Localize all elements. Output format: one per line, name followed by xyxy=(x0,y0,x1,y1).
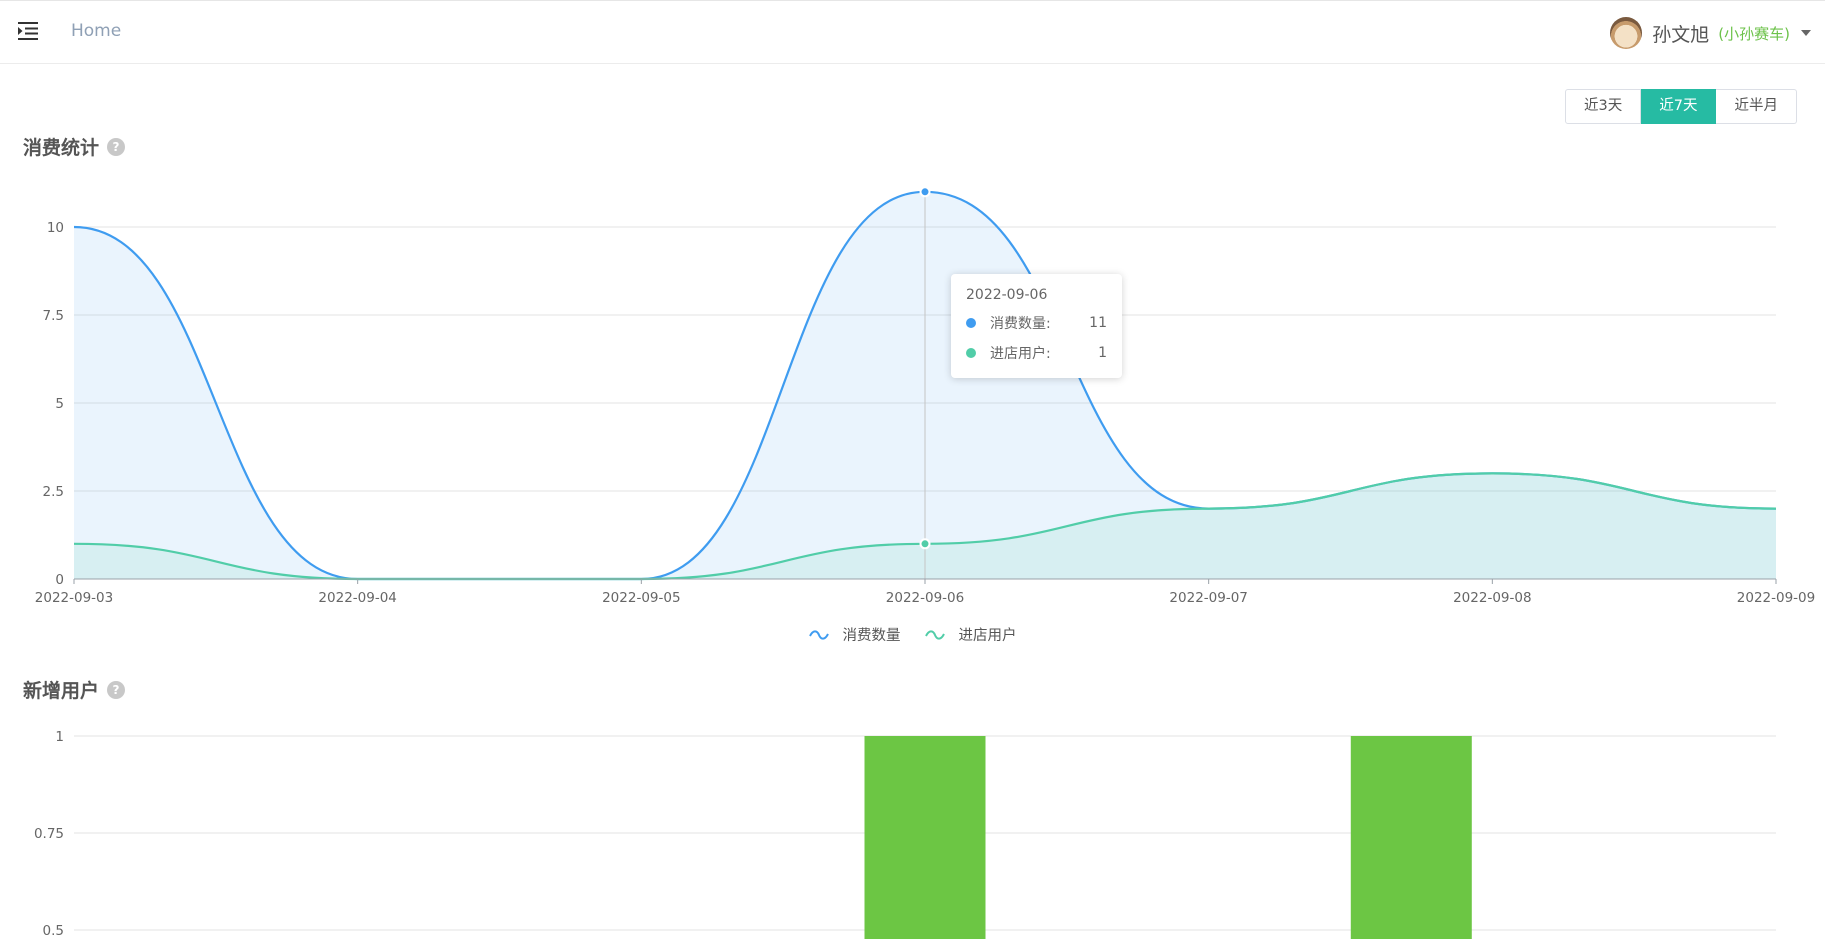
series-dot-icon xyxy=(966,348,976,358)
y-tick-label: 2.5 xyxy=(43,484,64,500)
bar[interactable] xyxy=(864,736,986,939)
consumption-title-text: 消费统计 xyxy=(23,137,100,159)
range-7-days-button[interactable]: 近7天 xyxy=(1641,89,1717,124)
range-3-days-button[interactable]: 近3天 xyxy=(1565,89,1642,124)
y-tick-label: 1 xyxy=(55,729,64,745)
chevron-down-icon[interactable] xyxy=(1801,30,1811,36)
x-tick-label: 2022-09-04 xyxy=(318,590,396,606)
tooltip-label: 消费数量: xyxy=(990,316,1051,332)
chart-legend: 消费数量 进店用户 xyxy=(0,624,1825,645)
x-tick-label: 2022-09-05 xyxy=(602,590,680,606)
legend-wave-icon xyxy=(924,629,945,640)
tooltip-value: 11 xyxy=(1089,315,1107,331)
user-menu[interactable]: 孙文旭 (小孙赛车) xyxy=(1610,15,1811,51)
avatar[interactable] xyxy=(1610,17,1643,49)
x-tick-label: 2022-09-09 xyxy=(1737,590,1815,606)
data-point[interactable] xyxy=(919,186,931,198)
date-range-selector: 近3天 近7天 近半月 xyxy=(1565,89,1797,124)
consumption-section-title: 消费统计 ? xyxy=(23,133,126,160)
range-half-month-button[interactable]: 近半月 xyxy=(1716,89,1797,124)
series-dot-icon xyxy=(966,318,976,328)
help-icon[interactable]: ? xyxy=(107,680,126,699)
consumption-line-chart: 0 2.5 5 7.5 10 2022-09-03 2022-09-04 2022-09-05… xyxy=(35,186,1815,606)
series-area xyxy=(74,473,1776,579)
breadcrumb-home[interactable]: Home xyxy=(71,21,122,41)
help-icon[interactable]: ? xyxy=(107,137,126,156)
axes: 0 2.5 5 7.5 10 2022-09-03 2022-09-04 2022-09-05… xyxy=(35,220,1815,606)
new-users-title-text: 新增用户 xyxy=(23,680,100,702)
y-tick-label: 10 xyxy=(47,220,64,236)
y-tick-label: 7.5 xyxy=(43,308,64,324)
legend-item-visitors[interactable]: 进店用户 xyxy=(924,624,1017,645)
highlighted-points xyxy=(919,186,931,550)
y-tick-label: 0.5 xyxy=(43,923,64,939)
y-tick-label: 5 xyxy=(55,396,64,412)
tooltip-date: 2022-09-06 xyxy=(966,287,1048,303)
tooltip-row: 消费数量: 11 xyxy=(966,313,1107,333)
legend-wave-icon xyxy=(808,629,829,640)
y-tick-label: 0.75 xyxy=(34,826,64,842)
menu-toggle-icon[interactable] xyxy=(18,21,40,41)
tooltip-value: 1 xyxy=(1098,345,1107,361)
x-tick-label: 2022-09-07 xyxy=(1169,590,1247,606)
legend-label: 消费数量 xyxy=(842,628,901,644)
shop-name[interactable]: (小孙赛车) xyxy=(1718,24,1790,43)
x-tick-label: 2022-09-06 xyxy=(886,590,964,606)
tooltip-label: 进店用户: xyxy=(990,346,1051,362)
data-point[interactable] xyxy=(919,538,931,550)
x-tick-label: 2022-09-03 xyxy=(35,590,113,606)
bars xyxy=(864,736,1472,939)
legend-item-consumption[interactable]: 消费数量 xyxy=(808,624,901,645)
y-tick-label: 0 xyxy=(55,572,64,588)
top-bar: Home 孙文旭 (小孙赛车) xyxy=(0,0,1825,64)
legend-label: 进店用户 xyxy=(958,628,1017,644)
chart-tooltip: 2022-09-06 消费数量: 11 进店用户: 1 xyxy=(951,274,1122,378)
bar[interactable] xyxy=(1350,736,1472,939)
user-name[interactable]: 孙文旭 xyxy=(1652,23,1710,46)
x-tick-label: 2022-09-08 xyxy=(1453,590,1531,606)
new-users-section-title: 新增用户 ? xyxy=(23,676,126,703)
tooltip-row: 进店用户: 1 xyxy=(966,343,1107,363)
